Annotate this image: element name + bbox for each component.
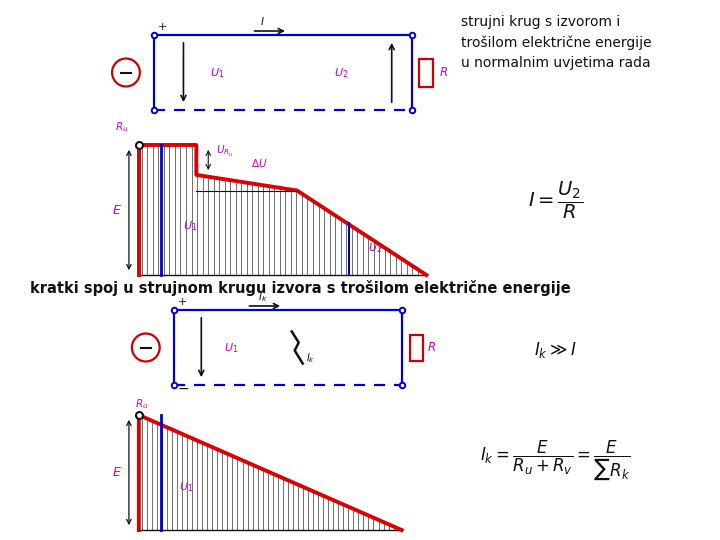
Text: +: + [158, 22, 167, 32]
Text: $R_u$: $R_u$ [115, 120, 129, 134]
Text: strujni krug s izvorom i
trošilom električne energije
u normalnim uvjetima rada: strujni krug s izvorom i trošilom elektr… [461, 15, 652, 70]
Text: $U_1$: $U_1$ [210, 66, 225, 80]
Text: $U_2$: $U_2$ [367, 241, 382, 255]
Text: R: R [428, 341, 436, 354]
Text: $U_1$: $U_1$ [179, 480, 194, 494]
Text: $I_k$: $I_k$ [305, 352, 315, 365]
Text: kratki spoj u strujnom krugu izvora s trošilom električne energije: kratki spoj u strujnom krugu izvora s tr… [30, 280, 570, 296]
Text: E: E [113, 204, 121, 217]
Bar [410, 334, 423, 361]
Text: $\Delta U$: $\Delta U$ [251, 157, 268, 169]
Text: $U_2$: $U_2$ [334, 66, 348, 80]
Bar [420, 58, 433, 86]
Text: +: + [178, 297, 187, 307]
Text: $U_1$: $U_1$ [184, 219, 198, 233]
Text: $I_k$: $I_k$ [258, 290, 267, 304]
Text: $U_1$: $U_1$ [224, 341, 238, 355]
Text: E: E [113, 466, 121, 479]
Text: $I = \dfrac{U_2}{R}$: $I = \dfrac{U_2}{R}$ [528, 179, 583, 221]
Text: $R_u$: $R_u$ [135, 397, 148, 411]
Text: −: − [178, 382, 189, 396]
Text: R: R [439, 66, 447, 79]
Text: I: I [261, 17, 264, 27]
Text: $U_{R_u}$: $U_{R_u}$ [216, 144, 234, 159]
Text: $I_k = \dfrac{E}{R_u + R_v} = \dfrac{E}{\sum R_k}$: $I_k = \dfrac{E}{R_u + R_v} = \dfrac{E}{… [480, 438, 631, 482]
Text: $I_k \gg I$: $I_k \gg I$ [534, 340, 577, 360]
